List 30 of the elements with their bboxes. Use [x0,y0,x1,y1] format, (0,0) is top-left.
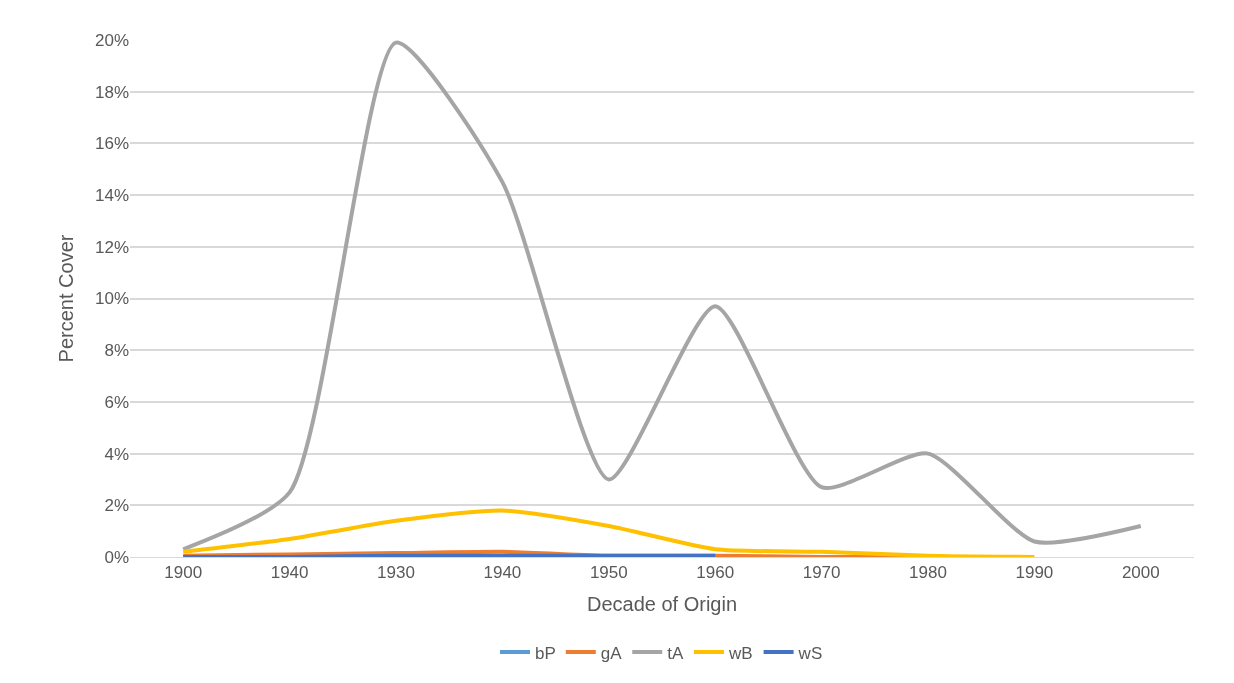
y-tick-label: 20% [94,30,129,50]
y-axis-title: Percent Cover [55,234,78,363]
x-tick-label: 1900 [164,563,203,583]
legend-label: tA [667,643,684,663]
x-tick-label: 1960 [696,563,735,583]
y-tick-label: 12% [94,237,129,257]
y-tick-label: 16% [94,134,129,154]
legend-label: gA [600,643,623,663]
x-tick-label: 1990 [1015,563,1054,583]
y-tick-label: 8% [104,341,129,361]
x-tick-label: 1940 [270,563,309,583]
y-tick-label: 6% [104,392,129,412]
legend-label: wS [797,643,823,663]
line-series [181,40,1143,552]
x-tick-label: 1950 [589,563,628,583]
x-tick-label: 1970 [802,563,841,583]
y-tick-label: 4% [104,444,129,464]
x-axis-title: Decade of Origin [586,592,738,615]
y-tick-label: 18% [94,82,129,102]
y-tick-label: 2% [104,496,129,516]
x-tick-label: 1980 [909,563,947,583]
x-tick-label: 1930 [377,563,415,583]
y-tick-label: 14% [94,186,129,206]
y-tick-label: 10% [94,289,129,309]
x-tick-label: 2000 [1121,563,1160,583]
legend-label: wB [727,643,753,663]
x-tick-label: 1940 [483,563,522,583]
line-series [181,508,1037,557]
y-tick-label: 0% [104,547,129,567]
legend-label: bP [535,643,556,663]
